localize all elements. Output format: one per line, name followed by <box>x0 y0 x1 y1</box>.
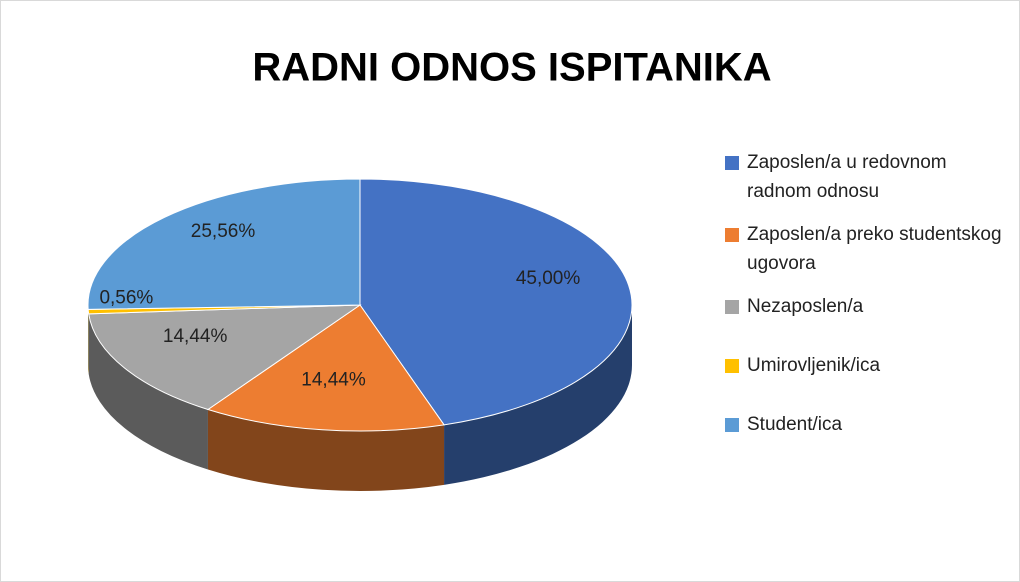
legend-label: Zaposlen/a u redovnom radnom odnosu <box>747 152 947 202</box>
slice-side <box>207 409 445 491</box>
data-label: 0,56% <box>99 288 153 309</box>
legend-item: Nezaposlen/a <box>725 292 1010 321</box>
legend-swatch <box>725 300 739 314</box>
slice <box>88 304 362 411</box>
legend-label: Umirovljenik/ica <box>747 355 881 376</box>
chart-title: RADNI ODNOS ISPITANIKA <box>252 46 771 90</box>
slice <box>359 178 633 426</box>
data-label: 25,56% <box>191 221 256 242</box>
slice <box>206 304 445 432</box>
data-label: 14,44% <box>301 369 366 390</box>
legend-label: Student/ica <box>747 414 843 435</box>
legend-swatch <box>725 156 739 170</box>
legend-swatch <box>725 228 739 242</box>
legend-item: Umirovljenik/ica <box>725 351 1010 380</box>
slice-side <box>88 313 208 470</box>
legend-label: Zaposlen/a preko studentskog ugovora <box>747 224 1002 274</box>
legend-label: Nezaposlen/a <box>747 296 864 317</box>
slice-side <box>444 305 632 485</box>
legend-item: Zaposlen/a u redovnom radnom odnosu <box>725 148 1010 206</box>
legend: Zaposlen/a u redovnom radnom odnosu Zapos… <box>725 148 1010 439</box>
legend-item: Zaposlen/a preko studentskog ugovora <box>725 220 1010 278</box>
legend-swatch <box>725 418 739 432</box>
legend-swatch <box>725 359 739 373</box>
data-label: 14,44% <box>163 326 228 347</box>
slice <box>87 178 361 310</box>
data-label: 45,00% <box>516 268 581 289</box>
legend-item: Student/ica <box>725 410 1010 439</box>
slice-side <box>88 309 89 374</box>
